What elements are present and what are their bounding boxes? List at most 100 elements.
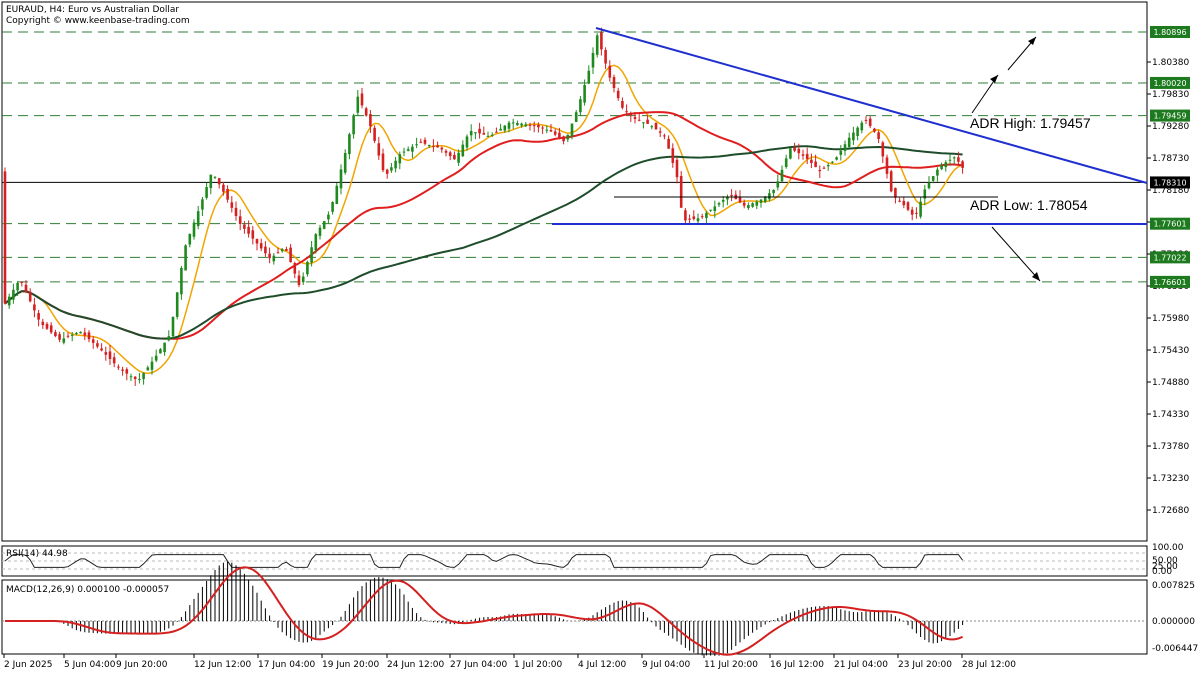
candle-body [511,122,515,124]
candle-body [814,161,817,168]
candle-body [583,84,586,103]
level-tag-box [1150,109,1190,122]
candle-body [411,146,414,152]
candle-body [146,367,150,371]
rsi-label: RSI(14) 44.98 [6,549,68,559]
candle-body [566,134,570,140]
candle-body [104,352,108,355]
candle-body [373,127,376,141]
candle-body [440,147,444,150]
candle-body [679,176,683,208]
price-tick-label: 1.74330 [1152,410,1189,420]
price-tick-label: 1.78730 [1152,154,1189,164]
time-tick-label: 16 Jul 12:00 [770,660,824,670]
candle-body [873,128,876,132]
candle-body [79,331,82,334]
candle-body [3,171,7,304]
candle-body [562,136,565,142]
candle-body [847,137,851,148]
candle-body [910,209,914,215]
candle-body [100,348,103,351]
level-tag: 1.80896 [1150,25,1190,38]
candle-body [154,355,158,361]
candle-body [348,134,351,155]
candle-body [835,157,838,160]
candle-body [121,369,124,371]
candle-body [112,357,116,364]
candle-body [175,292,179,317]
candle-body [793,147,796,151]
candle-body [20,281,24,283]
candle-body [54,332,57,337]
candle-body [188,233,192,245]
macd-panel-border [1,579,1148,655]
rsi-tick-label: 100.00 [1152,543,1184,553]
candle-body [852,132,855,141]
candle-body [738,197,742,203]
candle-body [772,189,775,194]
candle-body [826,165,830,167]
level-tag: 1.78310 [1150,176,1190,189]
candle-body [524,124,528,127]
candle-body [243,224,246,229]
candle-body [444,150,448,153]
level-tag-text: 1.78310 [1153,178,1186,187]
candle-body [726,196,729,200]
candle-body [822,167,826,169]
time-tick-label: 17 Jun 04:00 [258,660,315,670]
price-tick-label: 1.73230 [1152,474,1189,484]
candle-body [272,255,276,262]
candle-body [142,373,145,380]
candle-body [705,212,708,218]
candle-body [663,135,666,137]
level-tag-text: 1.79459 [1153,112,1186,121]
candle-body [789,148,792,159]
candle-body [264,246,267,254]
candle-body [180,267,183,295]
candle-body [322,221,326,229]
candle-body [222,184,225,192]
candle-body [860,122,864,131]
candle-body [343,153,347,173]
candle-body [66,335,70,337]
candle-body [478,128,481,134]
candle-body [616,90,620,99]
candle-body [45,323,49,329]
candle-body [957,157,960,162]
candle-body [801,154,805,156]
ma-slow-line [4,145,963,340]
candle-body [650,126,654,128]
level-tag-text: 1.76601 [1153,278,1186,287]
level-tag: 1.80020 [1150,76,1190,89]
candle-body [881,142,885,157]
candle-body [150,361,154,370]
level-tag: 1.77022 [1150,251,1190,264]
candle-body [276,252,280,254]
candle-body [167,336,171,341]
candle-body [545,129,549,131]
candle-body [810,159,813,164]
candle-body [633,117,637,120]
candle-body [537,124,540,128]
candle-body [41,321,45,326]
level-tag-box [1150,76,1190,89]
candle-body [117,366,120,368]
level-tag-text: 1.77022 [1153,253,1186,262]
candle-body [196,211,200,227]
candle-body [625,111,628,113]
candle-body [448,152,452,157]
candle-body [495,131,498,133]
candle-body [490,134,494,136]
candle-body [453,154,456,160]
candle-body [516,123,519,126]
candle-body [936,169,939,176]
candle-body [915,212,918,214]
candle-body [280,249,284,252]
candle-body [549,129,553,132]
time-tick-label: 28 Jul 12:00 [962,660,1016,670]
candle-body [604,50,607,64]
candle-body [301,276,305,283]
time-tick-label: 11 Jul 20:00 [704,660,758,670]
candle-body [709,209,712,211]
